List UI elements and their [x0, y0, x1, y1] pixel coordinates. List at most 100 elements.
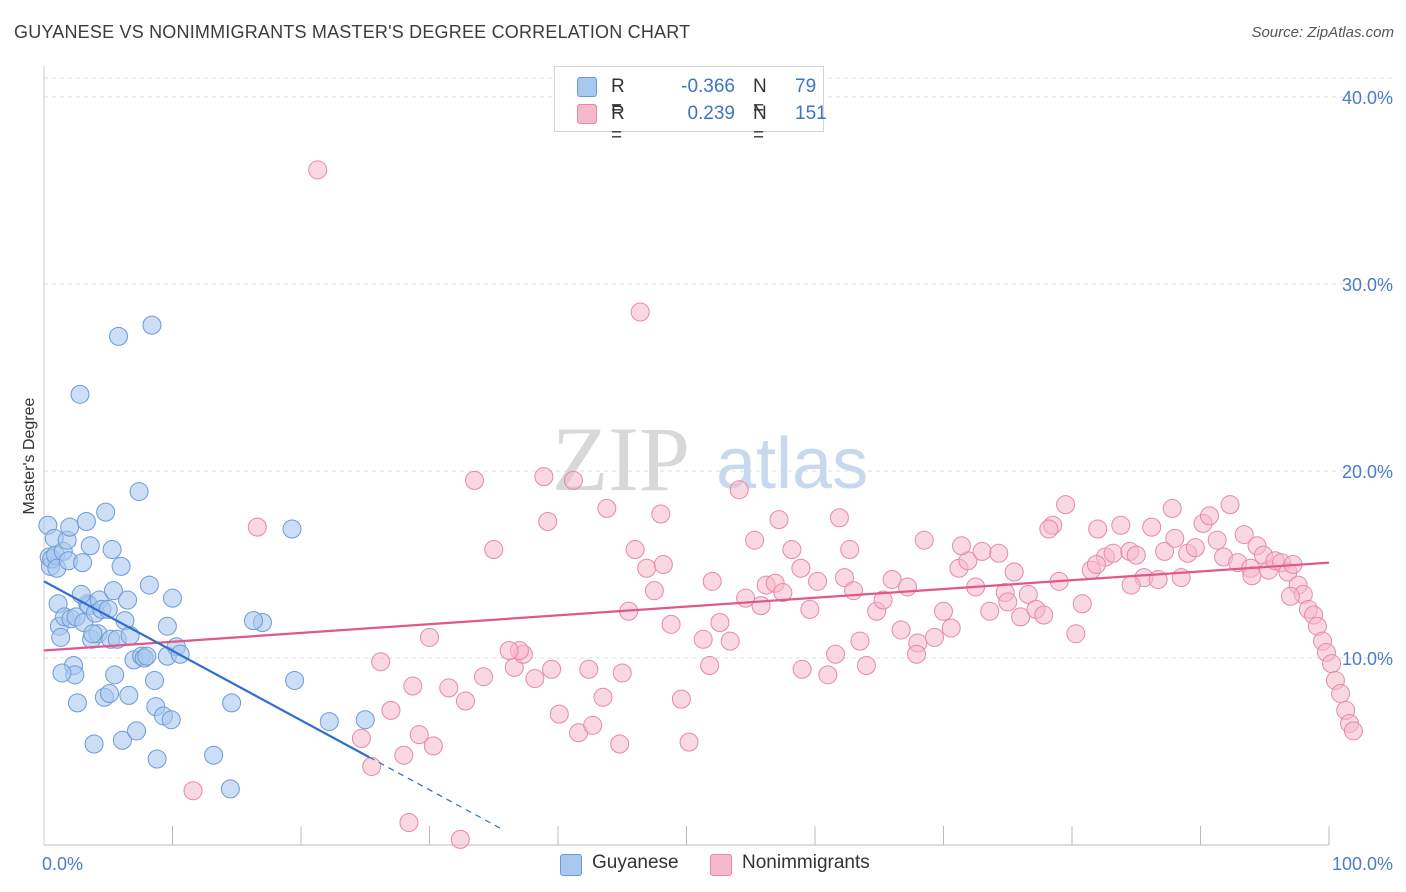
y-tick-label: 30.0% — [1342, 275, 1393, 295]
nonimmigrants-point — [593, 687, 613, 707]
nonimmigrants-point — [751, 596, 771, 616]
guyanese-point — [243, 611, 263, 631]
nonimmigrants-point — [729, 480, 749, 500]
legend-n-value: 151 — [795, 103, 827, 124]
nonimmigrants-point — [745, 530, 765, 550]
nonimmigrants-point — [1234, 525, 1254, 545]
nonimmigrants-point — [1207, 530, 1227, 550]
nonimmigrants-point — [1103, 543, 1123, 563]
bottom-legend-label: Nonimmigrants — [742, 852, 870, 873]
nonimmigrants-point — [791, 558, 811, 578]
nonimmigrants-point — [455, 691, 475, 711]
guyanese-point — [220, 779, 240, 799]
nonimmigrants-point — [873, 590, 893, 610]
nonimmigrants-point — [1039, 519, 1059, 539]
guyanese-point — [118, 590, 138, 610]
guyanese-point — [119, 685, 139, 705]
guyanese-trend-extension — [368, 756, 501, 829]
nonimmigrants-point — [989, 543, 1009, 563]
legend-r-value: 0.239 — [687, 103, 735, 124]
x-tick-labels: 0.0% 100.0% — [42, 854, 1393, 874]
nonimmigrants-point — [1018, 584, 1038, 604]
guyanese-point — [112, 730, 132, 750]
nonimmigrants-point — [1343, 721, 1363, 741]
y-tick-label: 10.0% — [1342, 649, 1393, 669]
guyanese-point — [80, 536, 100, 556]
nonimmigrants-point — [782, 540, 802, 560]
legend-swatch-guyanese — [577, 77, 597, 97]
nonimmigrants-point — [610, 734, 630, 754]
nonimmigrants-trend-line — [43, 561, 1330, 652]
nonimmigrants-point — [693, 629, 713, 649]
guyanese-point — [222, 693, 242, 713]
guyanese-point — [105, 665, 125, 685]
nonimmigrants-point — [882, 569, 902, 589]
nonimmigrants-point — [840, 540, 860, 560]
nonimmigrants-point — [183, 781, 203, 801]
nonimmigrants-point — [597, 498, 617, 518]
nonimmigrants-point — [769, 510, 789, 530]
nonimmigrants-point — [549, 704, 569, 724]
guyanese-point — [319, 712, 339, 732]
guyanese-point — [83, 624, 103, 644]
guyanese-point — [204, 745, 224, 765]
y-tick-label: 20.0% — [1342, 462, 1393, 482]
guyanese-point — [147, 749, 167, 769]
nonimmigrants-point — [464, 470, 484, 490]
nonimmigrants-point — [773, 583, 793, 603]
nonimmigrants-point — [1111, 515, 1131, 535]
nonimmigrants-point — [1155, 541, 1175, 561]
nonimmigrants-point — [818, 665, 838, 685]
guyanese-points — [38, 315, 375, 799]
nonimmigrants-point — [829, 508, 849, 528]
nonimmigrants-point — [651, 504, 671, 524]
nonimmigrants-point — [439, 678, 459, 698]
nonimmigrants-point — [1165, 528, 1185, 548]
legend-n-label: N = — [753, 76, 767, 119]
nonimmigrants-point — [351, 728, 371, 748]
nonimmigrants-point — [308, 160, 328, 180]
nonimmigrants-point — [1056, 495, 1076, 515]
guyanese-point — [120, 626, 140, 646]
nonimmigrants-point — [835, 568, 855, 588]
guyanese-point — [161, 710, 181, 730]
guyanese-point — [76, 511, 96, 531]
guyanese-point — [157, 616, 177, 636]
nonimmigrants-point — [1199, 506, 1219, 526]
nonimmigrants-point — [399, 813, 419, 833]
nonimmigrants-point — [1011, 607, 1031, 627]
nonimmigrants-point — [371, 652, 391, 672]
nonimmigrants-point — [1242, 566, 1262, 586]
nonimmigrants-point — [1220, 495, 1240, 515]
nonimmigrants-point — [998, 592, 1018, 612]
nonimmigrants-point — [534, 467, 554, 487]
nonimmigrants-point — [1072, 594, 1092, 614]
y-axis-label: Master's Degree — [21, 397, 38, 514]
nonimmigrants-point — [473, 667, 493, 687]
guyanese-point — [84, 734, 104, 754]
guyanese-point — [163, 588, 182, 608]
nonimmigrants-point — [671, 689, 691, 709]
legend-r-label: R = — [611, 103, 625, 146]
x-tick-label: 0.0% — [42, 854, 83, 874]
source-credit: Source: ZipAtlas.com — [1251, 24, 1394, 41]
nonimmigrants-points — [183, 160, 1363, 849]
nonimmigrants-point — [1331, 684, 1351, 704]
guyanese-point — [60, 517, 80, 537]
nonimmigrants-point — [661, 614, 681, 634]
guyanese-point — [67, 693, 87, 713]
bottom-legend-label: Guyanese — [592, 852, 679, 873]
nonimmigrants-point — [450, 829, 470, 849]
nonimmigrants-point — [409, 725, 429, 745]
guyanese-point — [52, 663, 72, 683]
nonimmigrants-point — [934, 601, 953, 621]
nonimmigrants-point — [826, 644, 846, 664]
nonimmigrants-point — [1066, 624, 1086, 644]
legend-swatch-nonimmigrants — [577, 104, 597, 124]
nonimmigrants-point — [1034, 605, 1054, 625]
nonimmigrants-point — [579, 659, 599, 679]
y-tick-label: 40.0% — [1342, 88, 1393, 108]
nonimmigrants-point — [583, 715, 603, 735]
nonimmigrants-point — [1185, 538, 1205, 558]
